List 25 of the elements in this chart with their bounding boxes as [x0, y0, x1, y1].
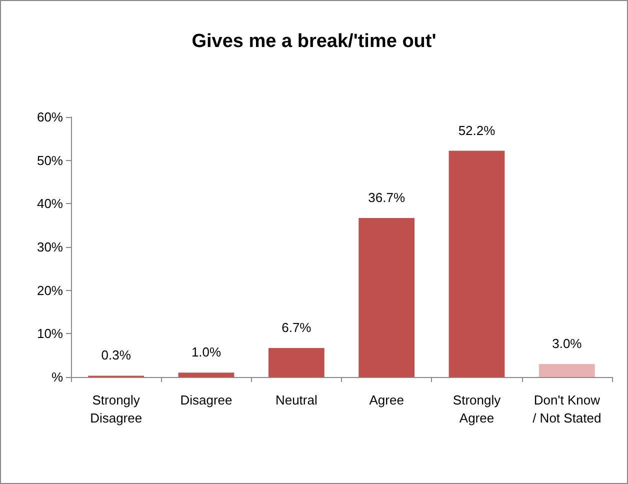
bar — [268, 348, 324, 377]
x-tick-label: Don't Know / Not Stated — [532, 392, 602, 426]
y-tick-label: % — [51, 370, 64, 384]
bar — [448, 150, 505, 377]
data-label: 3.0% — [552, 336, 582, 351]
data-label: 6.7% — [282, 320, 312, 335]
y-tick-label: 20% — [36, 282, 64, 298]
data-label: 52.2% — [458, 122, 496, 138]
data-label: 1.0% — [191, 344, 222, 360]
x-tick-label: Agree — [369, 392, 404, 408]
y-tick-label: 50% — [36, 152, 64, 168]
y-tick-label: 60% — [36, 110, 64, 124]
bar — [538, 364, 595, 377]
bar — [358, 218, 415, 377]
bar — [178, 372, 234, 377]
chart-title: Gives me a break/'time out' — [192, 31, 436, 52]
y-tick-label: 30% — [36, 240, 64, 254]
x-tick-label: Strongly Disagree — [90, 392, 142, 426]
x-tick-label: Disagree — [180, 392, 232, 408]
x-tick-label: Neutral — [275, 392, 318, 408]
data-label: 36.7% — [368, 190, 406, 205]
x-tick-label: Strongly Agree — [452, 392, 502, 426]
data-label: 0.3% — [101, 348, 132, 363]
y-tick-label: 10% — [36, 326, 64, 342]
y-tick-label: 40% — [36, 196, 64, 212]
